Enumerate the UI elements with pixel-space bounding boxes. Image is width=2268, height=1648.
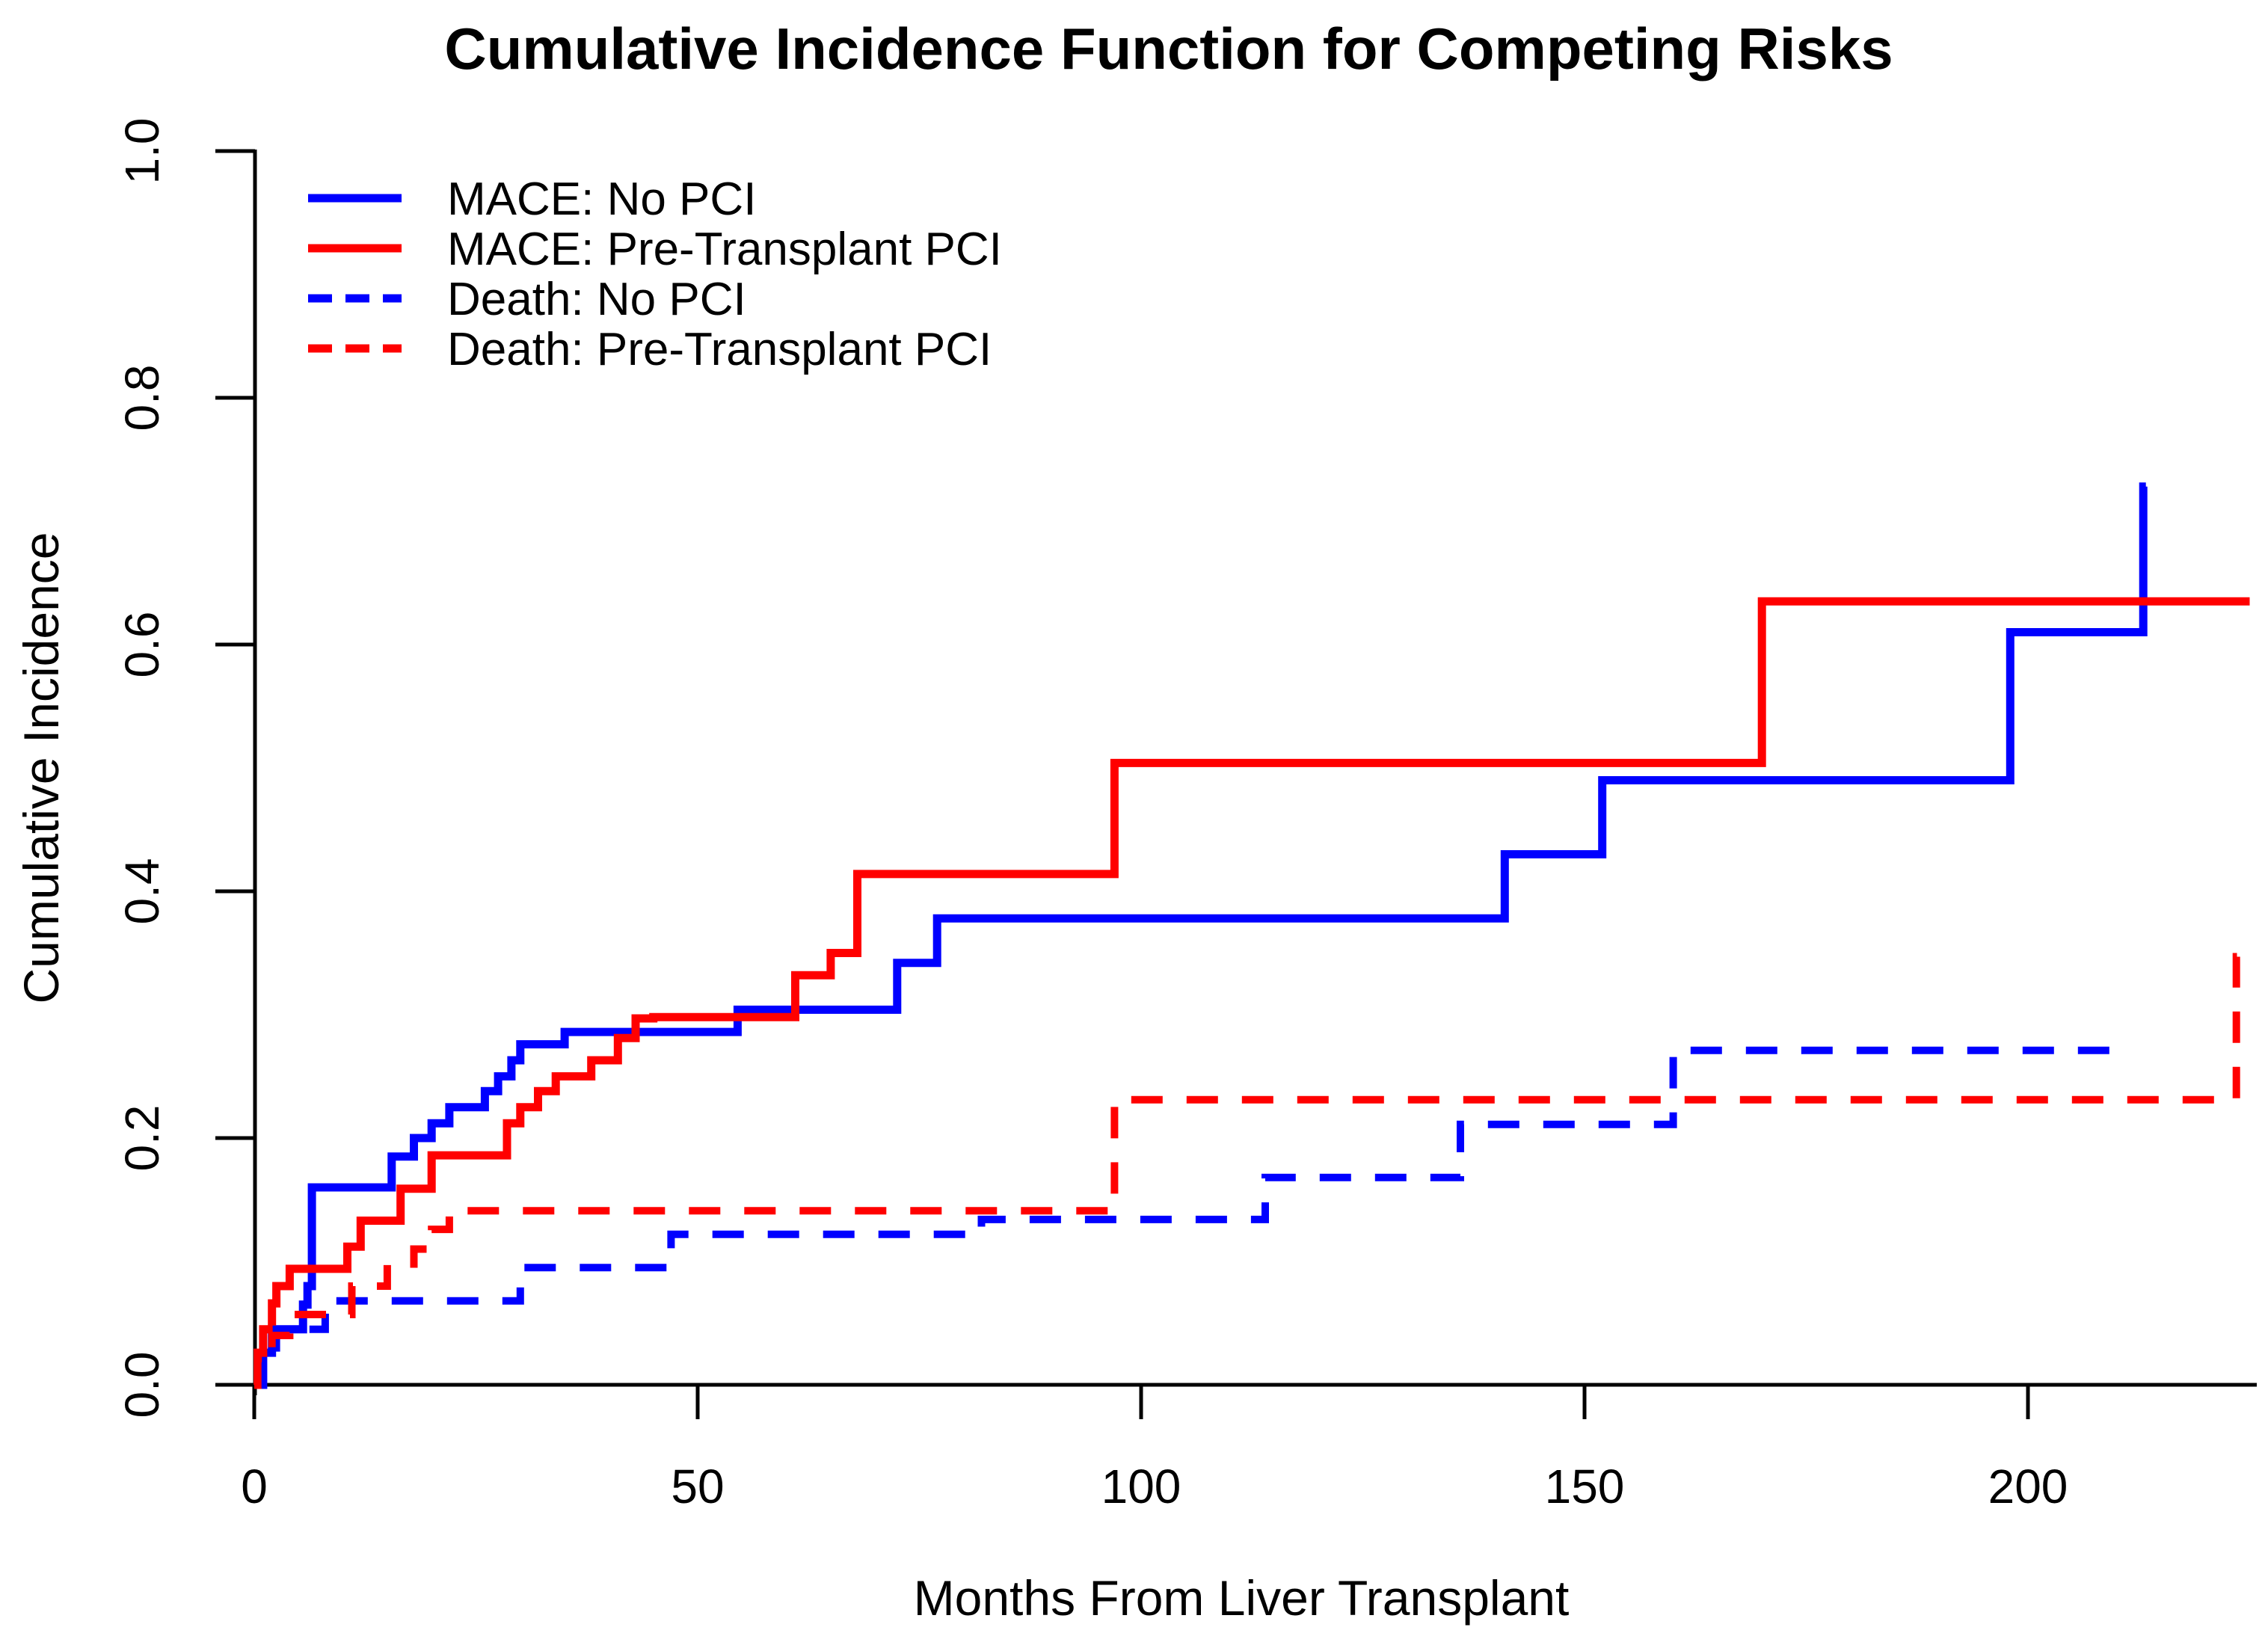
x-axis-tick-labels: 0 50 100 150 200 [241, 1460, 2068, 1513]
y-tick-label: 0.4 [115, 858, 169, 925]
y-axis-tick-labels: 0.0 0.2 0.4 0.6 0.8 1.0 [115, 118, 169, 1418]
y-tick-label: 0.6 [115, 612, 169, 678]
series-line-death-no-pci [254, 1046, 2126, 1389]
x-tick-label: 150 [1545, 1460, 1625, 1513]
x-tick-label: 0 [241, 1460, 268, 1513]
legend-entry-label: Death: Pre-Transplant PCI [447, 324, 992, 375]
y-tick-label: 0.8 [115, 365, 169, 431]
series-lines [253, 482, 2250, 1389]
chart-title: Cumulative Incidence Function for Compet… [444, 16, 1893, 82]
legend-entry-label: MACE: No PCI [447, 173, 756, 225]
x-tick-label: 200 [1988, 1460, 2068, 1513]
x-tick-label: 50 [671, 1460, 724, 1513]
x-tick-label: 100 [1101, 1460, 1181, 1513]
legend-entry-label: MACE: Pre-Transplant PCI [447, 224, 1002, 275]
x-axis-title: Months From Liver Transplant [914, 1570, 1570, 1626]
legend-entry-label: Death: No PCI [447, 274, 746, 325]
series-line-mace-pre-transplant-pci [253, 597, 2250, 1389]
y-tick-label: 0.0 [115, 1352, 169, 1418]
series-line-death-pre-transplant-pci [253, 953, 2247, 1389]
axes [215, 149, 2257, 1419]
series-line-mace-no-pci [254, 482, 2148, 1389]
y-tick-label: 0.2 [115, 1105, 169, 1172]
y-tick-label: 1.0 [115, 118, 169, 185]
y-axis-title: Cumulative Incidence [13, 532, 69, 1004]
